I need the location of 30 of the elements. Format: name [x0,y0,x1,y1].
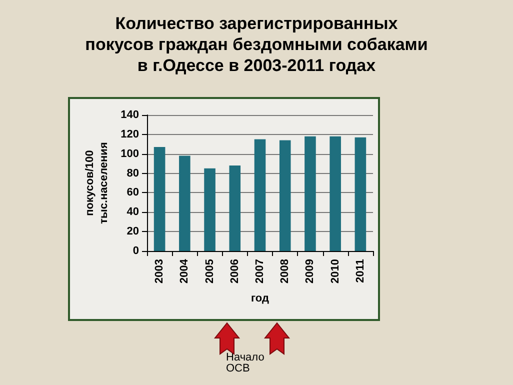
bar [229,166,241,251]
bar [204,168,216,251]
bar [304,136,316,251]
y-tick-label: 120 [120,128,139,140]
y-tick-label: 140 [120,109,139,121]
bar [354,137,366,251]
x-tick-label: 2007 [254,259,266,284]
text: Начало ОСВ [226,352,264,374]
x-tick-label: 2008 [279,259,292,284]
bar [279,140,291,251]
chart-title: Количество зарегистрированных покусов граждан бездомными собаками в г.Одессе в 2003-2011 годах [85,14,428,75]
y-axis-title: покусов/100 тыс.населения [84,142,110,224]
y-tick-label: 80 [126,167,139,180]
y-tick-label: 0 [132,245,139,257]
bar [154,147,166,251]
x-tick-label: 2010 [329,259,342,284]
bar [254,139,266,251]
y-tick-label: 60 [126,186,139,199]
bar [330,136,341,251]
x-tick-label: 2006 [228,259,241,284]
x-tick-label: 2011 [354,259,366,283]
bar [179,156,190,251]
x-tick-label: 2004 [178,258,191,284]
x-tick-label: 2003 [154,259,166,284]
x-axis-title: год [251,292,270,304]
x-tick-label: 2009 [304,259,316,284]
y-tick-label: 40 [126,206,139,218]
x-tick-label: 2005 [204,259,216,284]
y-tick-label: 100 [120,148,139,160]
y-tick-label: 20 [126,226,139,238]
